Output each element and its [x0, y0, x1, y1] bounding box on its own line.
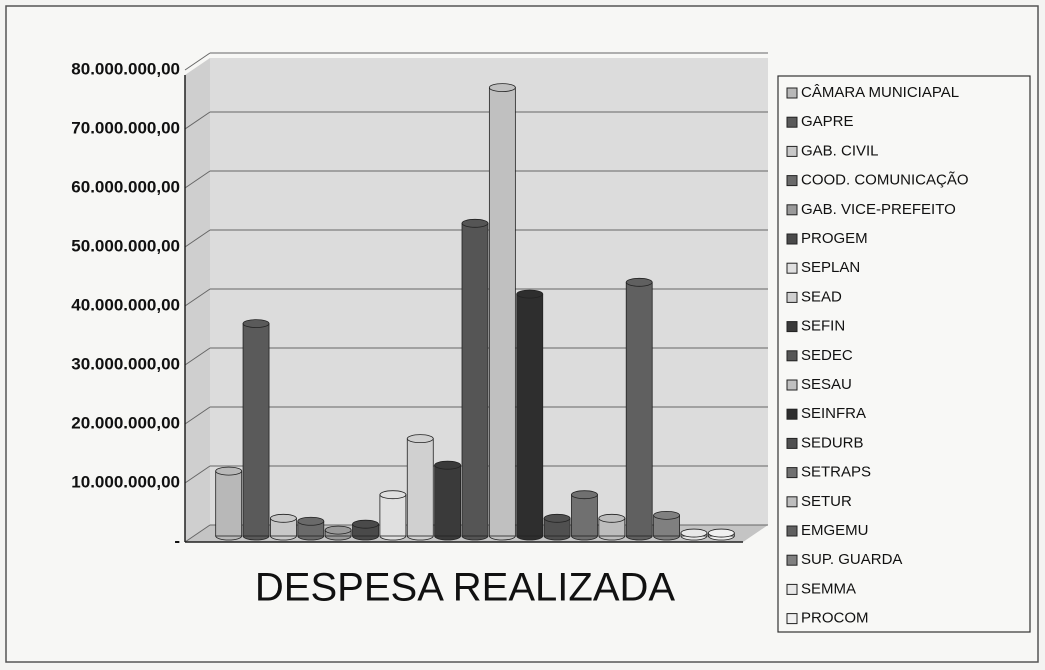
- bar-top: [680, 528, 708, 538]
- legend-label: CÂMARA MUNICIAPAL: [801, 84, 959, 101]
- legend-swatch: [786, 87, 798, 99]
- bar-top: [516, 289, 544, 299]
- legend-label: GAPRE: [801, 113, 854, 130]
- legend-label: SUP. GUARDA: [801, 551, 902, 568]
- legend-box: [777, 75, 1031, 633]
- grid-line-side: [184, 524, 211, 543]
- legend-label: SEFIN: [801, 318, 845, 335]
- bar-top: [270, 513, 297, 523]
- legend-swatch: [786, 262, 798, 274]
- legend-label: PROGEM: [801, 230, 868, 247]
- y-tick-label: 80.000.000,00: [71, 59, 180, 78]
- grid-line-side: [184, 229, 211, 248]
- bar-top: [543, 513, 571, 523]
- bar-top: [324, 525, 352, 535]
- bar: [215, 470, 243, 537]
- bar: [434, 464, 462, 537]
- legend-swatch: [786, 175, 798, 187]
- bar-top: [707, 528, 735, 538]
- bar: [406, 438, 434, 537]
- bar-top: [625, 277, 653, 287]
- y-tick-label: 30.000.000,00: [71, 354, 180, 373]
- legend-swatch: [786, 496, 798, 508]
- bar-top: [215, 466, 243, 476]
- bar-top: [571, 490, 598, 500]
- legend-swatch: [786, 204, 798, 216]
- grid-line-side: [184, 347, 211, 366]
- legend-swatch: [786, 554, 798, 566]
- legend-label: SESAU: [801, 376, 852, 393]
- bar: [571, 494, 598, 537]
- bar: [625, 281, 653, 537]
- side-wall: [185, 58, 210, 542]
- bar-top: [352, 519, 379, 529]
- legend-label: SETRAPS: [801, 464, 871, 481]
- legend-swatch: [786, 321, 798, 333]
- legend-swatch: [786, 379, 798, 391]
- grid-line-side: [184, 288, 211, 307]
- legend-label: SEDURB: [801, 434, 864, 451]
- legend-swatch: [786, 116, 798, 128]
- legend-swatch: [786, 408, 798, 420]
- bar: [516, 293, 544, 537]
- y-tick-label: 40.000.000,00: [71, 295, 180, 314]
- legend-swatch: [786, 145, 798, 157]
- bar-top: [653, 510, 680, 520]
- grid-line-side: [184, 52, 211, 71]
- bar-top: [379, 490, 407, 500]
- legend-swatch: [786, 437, 798, 449]
- bar-top: [406, 434, 434, 444]
- bar-top: [297, 516, 325, 526]
- legend-label: PROCOM: [801, 610, 869, 627]
- legend-label: SEDEC: [801, 347, 853, 364]
- legend-label: GAB. CIVIL: [801, 142, 879, 159]
- legend-swatch: [786, 291, 798, 303]
- legend-label: SETUR: [801, 493, 852, 510]
- legend-label: EMGEMU: [801, 522, 869, 539]
- y-tick-label: 50.000.000,00: [71, 236, 180, 255]
- bar-top: [598, 513, 626, 523]
- y-tick-label: 60.000.000,00: [71, 177, 180, 196]
- grid-line-side: [184, 465, 211, 484]
- grid-line-side: [184, 406, 211, 425]
- bar: [461, 222, 489, 537]
- bar-top: [461, 218, 489, 228]
- legend-label: SEINFRA: [801, 405, 866, 422]
- y-tick-label: 70.000.000,00: [71, 118, 180, 137]
- y-tick-label: -: [174, 531, 180, 550]
- legend-label: SEMMA: [801, 580, 856, 597]
- legend-label: GAB. VICE-PREFEITO: [801, 201, 956, 218]
- bar-top: [242, 319, 270, 329]
- legend-label: SEPLAN: [801, 259, 860, 276]
- legend-swatch: [786, 467, 798, 479]
- bar: [379, 494, 407, 537]
- y-tick-label: 20.000.000,00: [71, 413, 180, 432]
- legend-swatch: [786, 583, 798, 595]
- legend-swatch: [786, 613, 798, 625]
- legend-swatch: [786, 525, 798, 537]
- legend-label: COOD. COMUNICAÇÃO: [801, 172, 969, 189]
- legend-label: SEAD: [801, 288, 842, 305]
- bar-top: [434, 460, 462, 470]
- grid-line-side: [184, 170, 211, 189]
- y-tick-label: 10.000.000,00: [71, 472, 180, 491]
- bar-top: [488, 83, 516, 92]
- bar: [242, 323, 270, 537]
- chart-title: DESPESA REALIZADA: [255, 566, 675, 610]
- legend-swatch: [786, 350, 798, 362]
- legend-swatch: [786, 233, 798, 245]
- grid-line-side: [184, 111, 211, 130]
- bar: [488, 87, 516, 537]
